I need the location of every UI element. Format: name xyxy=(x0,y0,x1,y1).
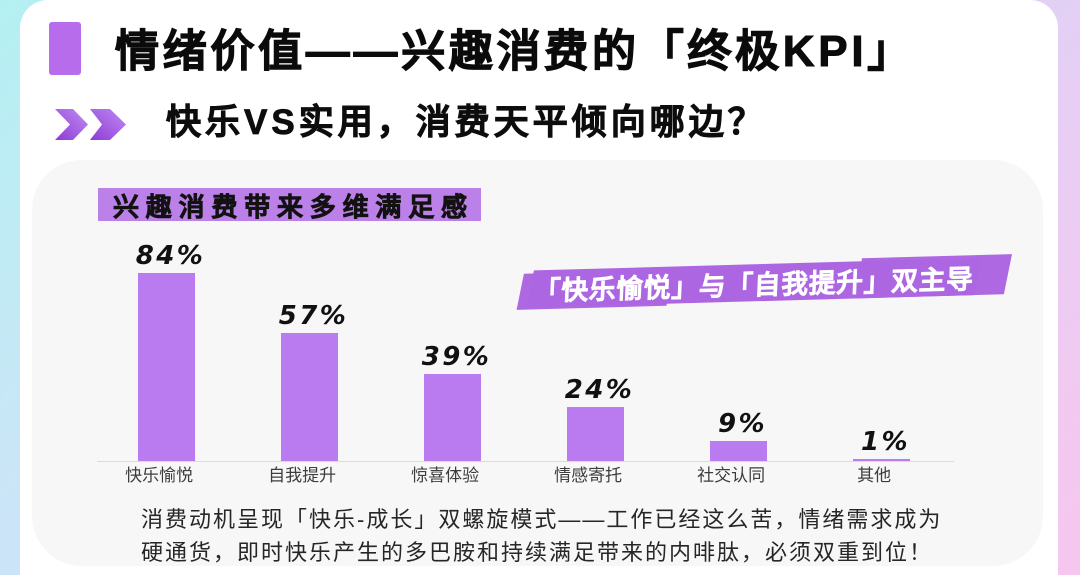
bar-category-label: 社交认同 xyxy=(697,466,766,485)
bar-group: 57% xyxy=(238,303,381,461)
bar xyxy=(710,440,767,461)
bar-value-label: 1% xyxy=(861,426,910,457)
bar-value-label: 57% xyxy=(278,301,349,332)
bar-category-label: 快乐愉悦 xyxy=(125,466,194,485)
bar xyxy=(281,333,338,461)
bar-group: 39% xyxy=(381,344,524,461)
bar-category-label: 情感寄托 xyxy=(554,466,623,485)
title-bullet-icon xyxy=(49,22,81,75)
bar-category-label: 惊喜体验 xyxy=(411,466,480,485)
subtitle: 快乐VS实用，消费天平倾向哪边？ xyxy=(166,103,767,143)
bar-group: 84% xyxy=(95,243,238,461)
bar-group: 1% xyxy=(810,429,953,461)
bar-value-label: 84% xyxy=(135,240,206,271)
bar-chart: 84% 快乐愉悦 57% 自我提升 39% 惊喜体验 24% 情感寄托 9% 社交认同 1% 其他 xyxy=(32,160,1043,566)
page-title: 情绪价值——兴趣消费的「终极KPI」 xyxy=(115,27,915,77)
bar xyxy=(424,373,481,461)
bar-category-label: 其他 xyxy=(857,466,892,485)
bar-group: 24% xyxy=(524,377,667,461)
bar xyxy=(853,458,910,461)
bar-category-label: 自我提升 xyxy=(268,466,337,485)
chart-panel: 兴趣消费带来多维满足感 「快乐愉悦」与「自我提升」双主导 84% 快乐愉悦 57% 自… xyxy=(32,160,1043,566)
insight-note-line-2: 硬通货，即时快乐产生的多巴胺和持续满足带来的内啡肽，必须双重到位！ xyxy=(141,540,934,565)
bar-group: 9% xyxy=(667,411,810,461)
double-chevron-icon xyxy=(55,109,126,140)
bar-value-label: 39% xyxy=(421,341,492,372)
bar xyxy=(567,407,624,461)
chart-title-tag: 兴趣消费带来多维满足感 xyxy=(98,188,481,222)
bar-value-label: 24% xyxy=(564,375,635,406)
bar-value-label: 9% xyxy=(718,408,767,439)
insight-note: 消费动机呈现「快乐-成长」双螺旋模式——工作已经这么苦，情绪需求成为 硬通货，即… xyxy=(141,503,1001,569)
bar xyxy=(138,272,195,461)
insight-note-line-1: 消费动机呈现「快乐-成长」双螺旋模式——工作已经这么苦，情绪需求成为 xyxy=(141,507,943,532)
main-card: 情绪价值——兴趣消费的「终极KPI」 快乐VS实用，消费天平倾向哪边？ 兴趣消费… xyxy=(20,0,1058,575)
x-axis-line xyxy=(97,461,954,462)
